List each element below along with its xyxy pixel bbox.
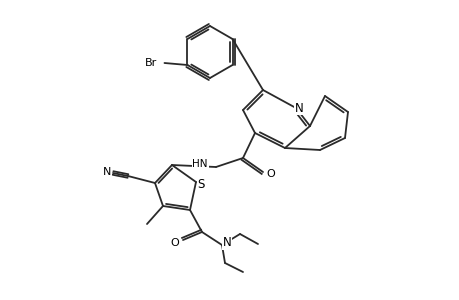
Text: O: O <box>170 238 179 248</box>
Text: N: N <box>222 236 231 250</box>
Text: N: N <box>294 101 303 115</box>
Text: HN: HN <box>192 159 207 169</box>
Text: S: S <box>197 178 204 190</box>
Text: O: O <box>266 169 275 179</box>
Text: Br: Br <box>145 58 157 68</box>
Text: N: N <box>103 167 111 177</box>
